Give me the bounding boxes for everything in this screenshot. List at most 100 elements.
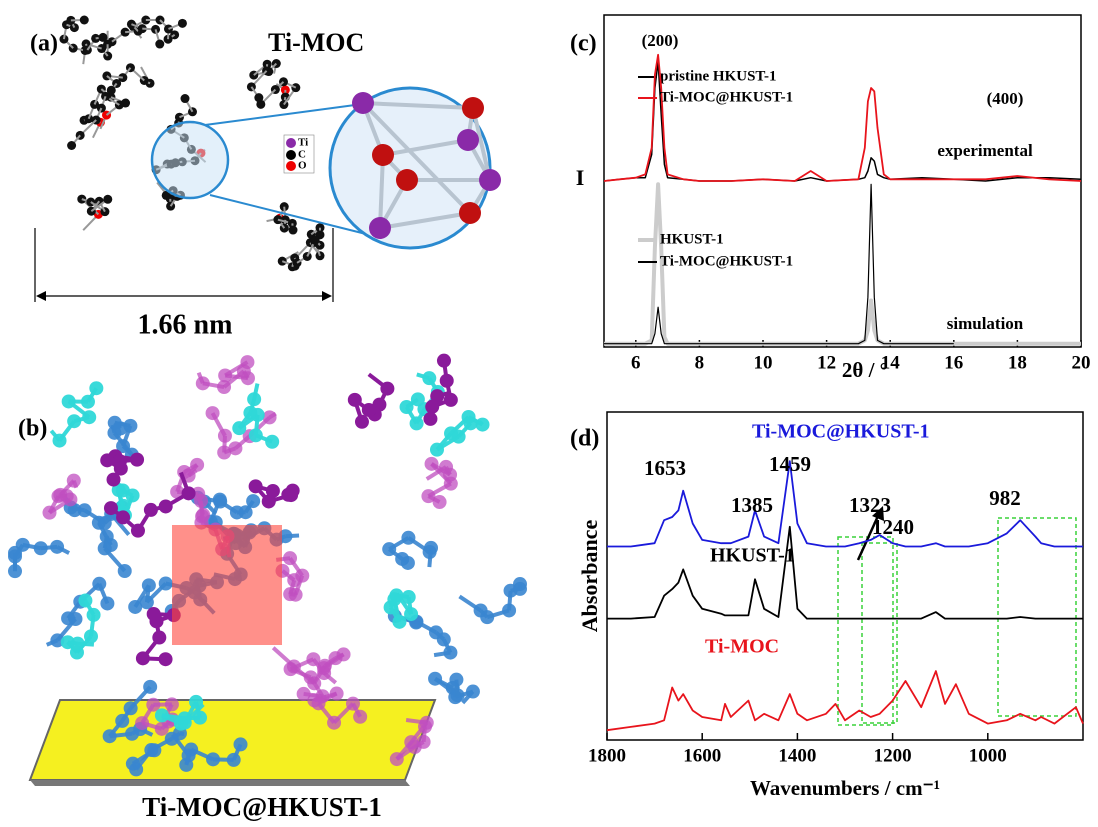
legend-ball xyxy=(286,161,296,171)
cage-atom xyxy=(372,144,394,166)
x-tick-label: 1200 xyxy=(874,745,912,766)
figure: (a) Ti-MOC 1.66 nm Ti C O (b) Ti-MOC@HKU… xyxy=(0,0,1098,827)
framework-atom xyxy=(265,435,279,449)
framework-atom xyxy=(114,421,128,435)
framework-atom xyxy=(63,492,77,506)
atom xyxy=(311,236,320,245)
legend-text: O xyxy=(298,160,307,172)
series-label: HKUST-1 xyxy=(660,231,724,247)
framework-atom xyxy=(401,556,415,570)
atom xyxy=(67,141,76,150)
x-tick-label: 1000 xyxy=(969,745,1007,766)
series-label: Ti-MOC xyxy=(705,636,779,658)
atom xyxy=(178,19,187,28)
cage-atom xyxy=(457,129,479,151)
framework-atom xyxy=(246,494,260,508)
x-tick-label: 8 xyxy=(695,352,705,373)
atom xyxy=(289,226,298,235)
x-tick-label: 18 xyxy=(1008,352,1027,373)
legend-text: Ti xyxy=(298,137,308,149)
x-tick-label: 20 xyxy=(1072,352,1091,373)
framework-atom xyxy=(411,392,425,406)
series-label: Ti-MOC@HKUST-1 xyxy=(752,421,930,443)
framework-atom xyxy=(240,355,254,369)
legend-ball xyxy=(286,138,296,148)
framework-atom xyxy=(100,596,114,610)
series-line xyxy=(607,671,1083,730)
x-tick-label: 1400 xyxy=(778,745,816,766)
panel-label: (a) xyxy=(30,31,58,57)
x-tick-label: 16 xyxy=(944,352,963,373)
framework-atom xyxy=(8,546,22,560)
annotation: (400) xyxy=(987,89,1024,108)
framework-atom xyxy=(449,673,463,687)
annotation: experimental xyxy=(937,141,1033,160)
scale-label: 1.66 nm xyxy=(138,309,233,340)
atom xyxy=(80,16,89,25)
atom xyxy=(155,40,164,49)
framework-atom xyxy=(107,473,121,487)
panel-caption: Ti-MOC@HKUST-1 xyxy=(142,792,382,822)
cage-atom xyxy=(462,97,484,119)
framework-atom xyxy=(147,607,161,621)
framework-atom xyxy=(513,577,527,591)
annotation: 1240 xyxy=(872,515,914,539)
panel-b-illustration xyxy=(8,354,527,786)
atom xyxy=(103,195,112,204)
framework-atom xyxy=(286,484,300,498)
series-label: Ti-MOC@HKUST-1 xyxy=(660,253,793,269)
framework-atom xyxy=(387,592,401,606)
framework-atom xyxy=(437,354,451,368)
highlight-box xyxy=(862,543,897,723)
x-tick-label: 12 xyxy=(817,352,836,373)
cage-atom xyxy=(479,169,501,191)
series-label: HKUST-1 xyxy=(710,545,795,567)
framework-atom xyxy=(128,600,142,614)
cage-atom xyxy=(396,169,418,191)
series-label: pristine HKUST-1 xyxy=(660,68,777,84)
framework-atom xyxy=(89,381,103,395)
zoom-line xyxy=(205,105,355,125)
zoom-source xyxy=(152,122,228,198)
framework-atom xyxy=(194,494,208,508)
framework-atom xyxy=(104,501,118,515)
cage-atom xyxy=(459,202,481,224)
framework-atom xyxy=(234,737,248,751)
framework-atom xyxy=(78,594,92,608)
framework-atom xyxy=(355,415,369,429)
panel-label: (d) xyxy=(570,426,599,452)
substrate-edge xyxy=(30,780,410,786)
annotation: 1323 xyxy=(849,493,891,517)
cage-core xyxy=(172,525,282,645)
framework-atom xyxy=(418,720,432,734)
series-label: Ti-MOC@HKUST-1 xyxy=(660,89,793,105)
annotation: (200) xyxy=(642,31,679,50)
framework-atom xyxy=(174,717,188,731)
framework-atom xyxy=(143,680,157,694)
x-tick-label: 10 xyxy=(754,352,773,373)
annotation: 982 xyxy=(989,486,1021,510)
series-line xyxy=(607,527,1083,619)
y-axis-label: Absorbance xyxy=(577,520,602,633)
framework-atom xyxy=(206,406,220,420)
substrate xyxy=(30,700,435,780)
framework-atom xyxy=(433,495,447,509)
framework-atom xyxy=(317,661,331,675)
framework-atom xyxy=(118,564,132,578)
x-axis-label: 2θ / ° xyxy=(842,358,888,382)
annotation: 1385 xyxy=(731,493,773,517)
cage-atom xyxy=(369,217,391,239)
panel-label: (c) xyxy=(570,31,597,57)
annotation: 1653 xyxy=(644,456,686,480)
x-tick-label: 6 xyxy=(631,352,641,373)
highlight-box xyxy=(838,537,893,725)
highlight-box xyxy=(998,518,1076,716)
panel-title: Ti-MOC xyxy=(268,28,364,57)
x-tick-label: 1600 xyxy=(683,745,721,766)
framework-atom xyxy=(147,743,161,757)
framework-atom xyxy=(353,710,367,724)
x-axis-label: Wavenumbers / cm⁻¹ xyxy=(750,776,940,800)
panel-label: (b) xyxy=(18,416,47,442)
framework-atom xyxy=(464,416,478,430)
atom xyxy=(181,94,190,103)
